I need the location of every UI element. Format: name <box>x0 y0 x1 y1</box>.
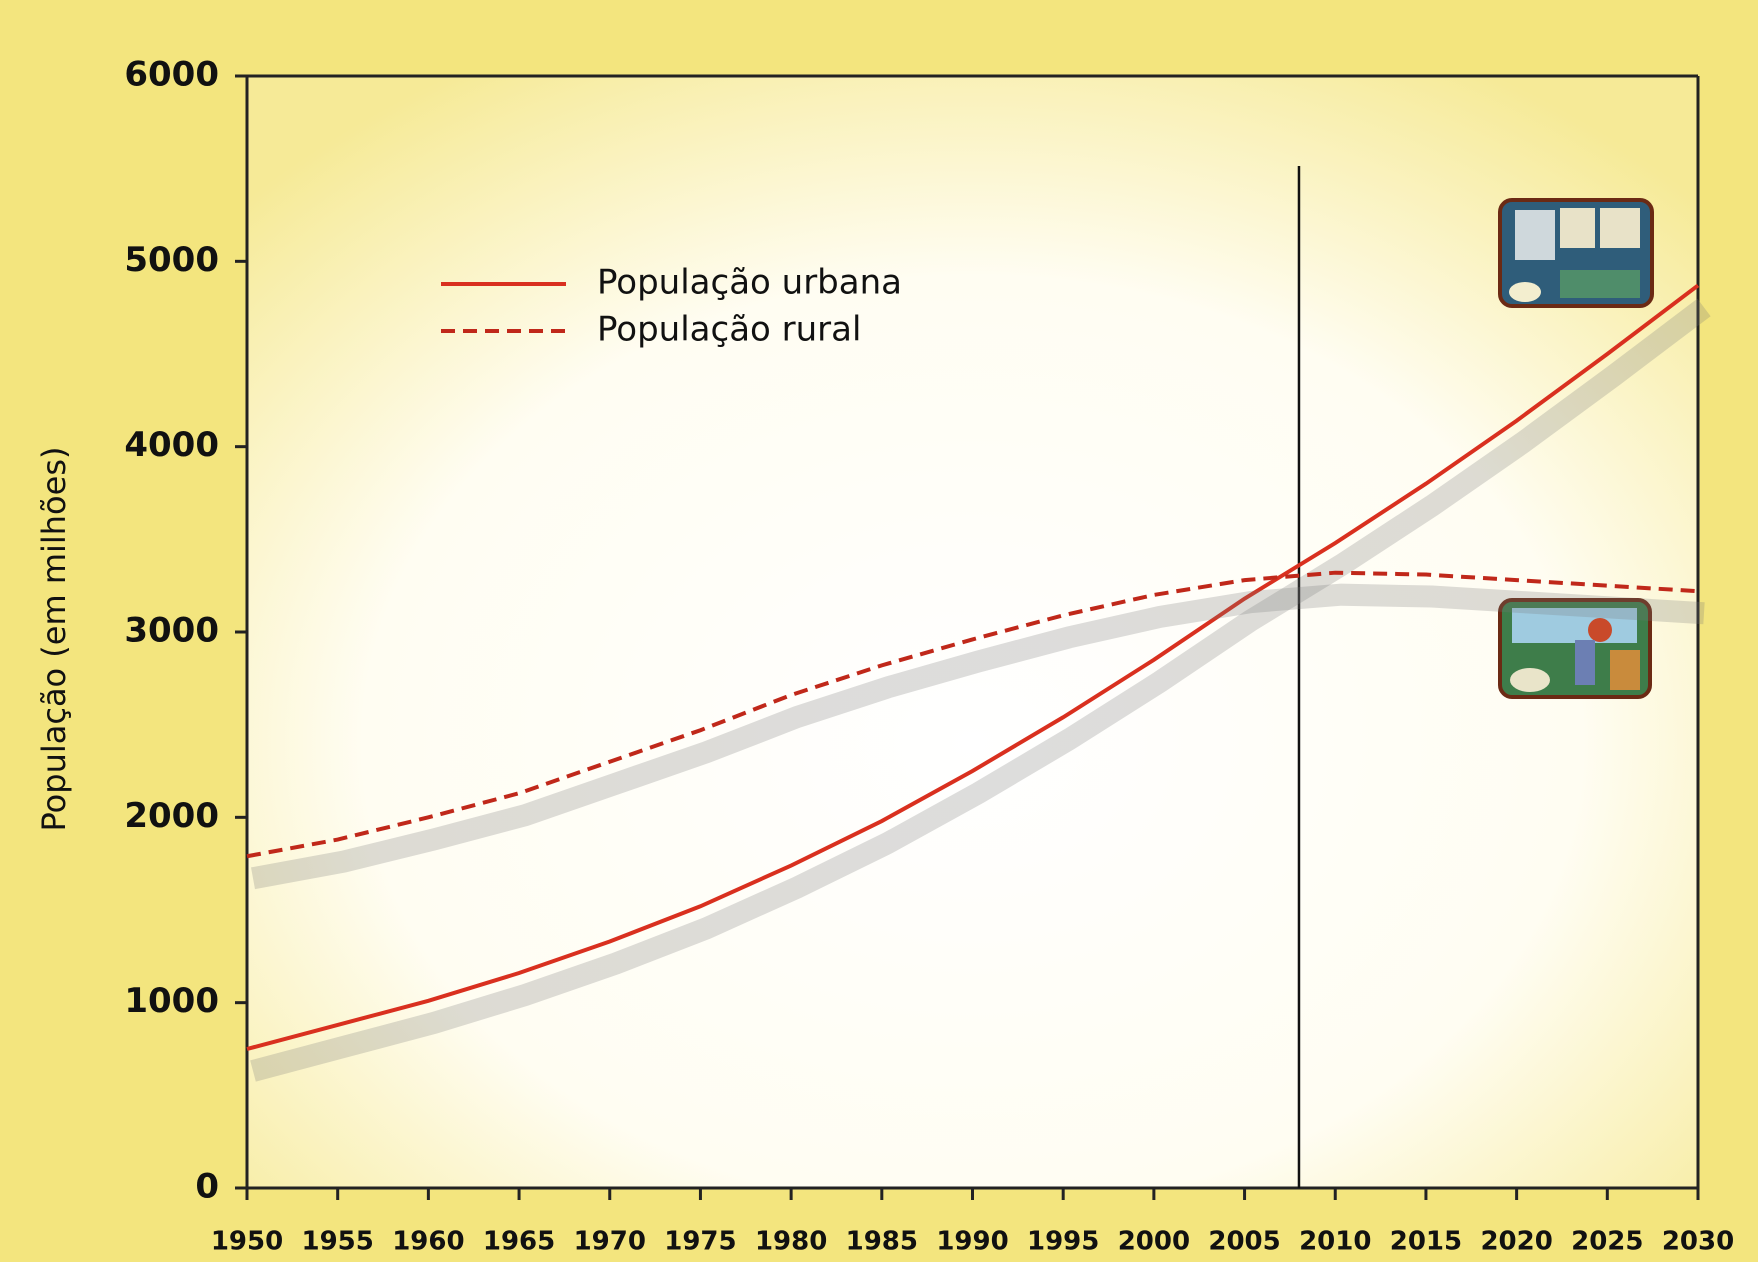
x-tick-label: 1955 <box>302 1227 374 1257</box>
x-tick-label: 2010 <box>1299 1227 1371 1257</box>
x-tick-label: 1975 <box>664 1227 736 1257</box>
x-tick-label: 1995 <box>1027 1227 1099 1257</box>
y-tick-label: 1000 <box>124 981 219 1021</box>
x-tick-label: 1980 <box>755 1227 827 1257</box>
legend-label: População urbana <box>597 263 902 303</box>
y-tick-label: 6000 <box>124 55 219 95</box>
x-tick-label: 2015 <box>1390 1227 1462 1257</box>
legend-label: População rural <box>597 310 861 350</box>
y-tick-label: 0 <box>195 1167 219 1207</box>
urban-icon <box>1500 200 1652 306</box>
x-tick-label: 1960 <box>392 1227 464 1257</box>
x-tick-label: 1990 <box>936 1227 1008 1257</box>
y-tick-label: 2000 <box>124 796 219 836</box>
chart: População (em milhões) 0 1000 2000 3000 4000… <box>0 0 1758 1258</box>
y-tick-label: 5000 <box>124 240 219 280</box>
x-tick-label: 2030 <box>1662 1227 1734 1257</box>
y-tick-label: 4000 <box>124 425 219 465</box>
page: População (em milhões) 0 1000 2000 3000 4000… <box>0 0 1758 1258</box>
x-tick-label: 2000 <box>1118 1227 1190 1257</box>
x-tick-label: 1950 <box>211 1227 283 1257</box>
x-tick-label: 2005 <box>1208 1227 1280 1257</box>
x-tick-label: 2020 <box>1480 1227 1552 1257</box>
x-tick-label: 1970 <box>574 1227 646 1257</box>
y-tick-label: 3000 <box>124 611 219 651</box>
x-tick-label: 1985 <box>846 1227 918 1257</box>
x-tick-label: 1965 <box>483 1227 555 1257</box>
y-axis-title: População (em milhões) <box>35 447 73 832</box>
x-tick-label: 2025 <box>1571 1227 1643 1257</box>
